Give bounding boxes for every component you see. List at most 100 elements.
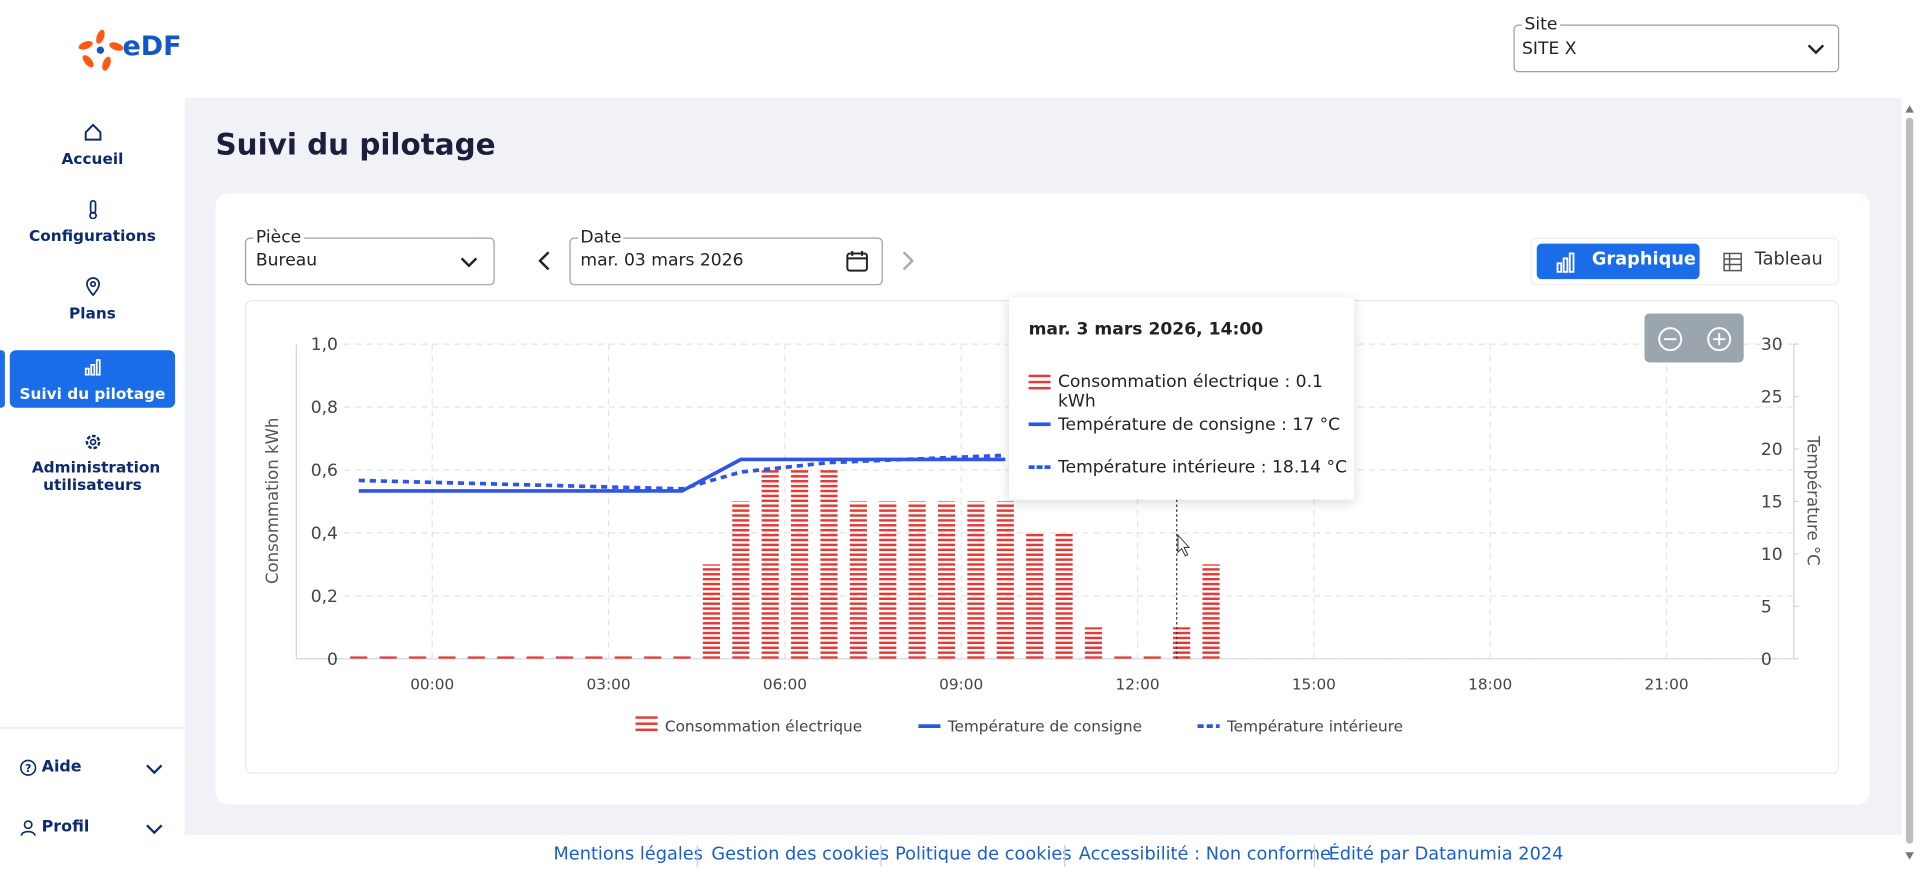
- next-day[interactable]: [899, 250, 916, 272]
- y2-tick-label: 30: [1761, 335, 1783, 355]
- view-graph-button[interactable]: Graphique: [1536, 243, 1700, 280]
- footer-separator: [1313, 844, 1316, 867]
- tooltip-line: Consommation électrique : 0.1 kWh: [1057, 372, 1323, 412]
- tooltip: mar. 3 mars 2026, 14:00 Consommation éle…: [1008, 297, 1355, 500]
- bar: [908, 501, 926, 659]
- tooltip-icon: [1028, 422, 1051, 427]
- nav-icon: [85, 434, 100, 450]
- bar: [555, 656, 574, 659]
- nav-icon: [84, 123, 101, 141]
- logo-mark: [78, 29, 124, 71]
- logo-text: eDF: [122, 31, 182, 63]
- legend-label: Température intérieure: [1226, 718, 1403, 736]
- footer-link[interactable]: Accessibilité : Non conforme: [1078, 844, 1331, 865]
- bar: [350, 656, 368, 659]
- nav-icon: [88, 199, 97, 220]
- footer-link[interactable]: Gestion des cookies: [711, 844, 889, 865]
- nav-profil[interactable]: Profil: [20, 818, 167, 840]
- legend-label: Température de consigne: [947, 718, 1142, 736]
- tooltip-icon: [1028, 465, 1051, 469]
- tooltip-icon: [1028, 374, 1051, 390]
- zoom-in[interactable]: [1706, 326, 1733, 353]
- y2-axis-label: Température °C: [1803, 435, 1822, 566]
- sidebar-separator: [0, 727, 185, 729]
- bar: [614, 656, 632, 659]
- x-tick-label: 06:00: [763, 675, 807, 693]
- x-tick-label: 12:00: [1116, 675, 1160, 693]
- user-icon: [20, 820, 36, 836]
- site-select[interactable]: Site SITE X: [1513, 14, 1840, 73]
- bar: [1143, 656, 1161, 659]
- table-icon: [1723, 252, 1742, 272]
- room-select[interactable]: Pièce Bureau: [244, 227, 495, 286]
- nav-item[interactable]: Administration utilisateurs: [10, 432, 175, 496]
- bar: [1084, 627, 1103, 659]
- bar: [408, 656, 427, 659]
- bar: [1114, 656, 1132, 659]
- y-tick-label: 0,4: [311, 524, 338, 544]
- footer-separator: [1064, 844, 1066, 867]
- bar: [849, 501, 867, 659]
- nav-label: Configurations: [29, 226, 156, 245]
- date-picker[interactable]: Date mar. 03 mars 2026: [569, 227, 883, 286]
- prev-day[interactable]: [536, 250, 553, 272]
- scrollbar-graphic: [1905, 105, 1914, 860]
- nav-label: Suivi du pilotage: [19, 384, 166, 403]
- bar: [967, 501, 985, 659]
- legend-swatch: [635, 728, 658, 732]
- bar: [673, 656, 691, 659]
- y2-tick-label: 5: [1761, 597, 1772, 617]
- tooltip-title: mar. 3 mars 2026, 14:00: [1028, 319, 1264, 340]
- footer-separator: [696, 844, 698, 867]
- active-indicator: [0, 350, 5, 408]
- y2-tick-label: 10: [1761, 545, 1783, 565]
- footer-link[interactable]: Mentions légales: [553, 844, 703, 865]
- x-tick-label: 03:00: [587, 675, 631, 693]
- logo[interactable]: eDF: [76, 27, 186, 71]
- chevron: [460, 257, 478, 268]
- legend-swatch: [635, 722, 658, 725]
- calendar-icon: [846, 251, 868, 272]
- bar: [467, 656, 485, 659]
- y-tick-label: 0,2: [311, 587, 338, 607]
- bar: [585, 656, 603, 659]
- zoom-out[interactable]: [1657, 326, 1684, 353]
- bar: [644, 656, 662, 659]
- nav-item[interactable]: Accueil: [10, 122, 175, 176]
- nav-aide[interactable]: ? Aide: [20, 758, 167, 780]
- y-axis-label: Consommation kWh: [263, 418, 282, 584]
- legend-label: Consommation électrique: [665, 718, 862, 736]
- nav-label: Plans: [69, 303, 116, 323]
- scrollbar[interactable]: [1904, 103, 1915, 862]
- y-tick-label: 0,8: [311, 398, 338, 418]
- nav-item[interactable]: Plans: [10, 277, 175, 331]
- line: [358, 453, 1006, 491]
- chart-icon: [1556, 252, 1575, 273]
- bar: [526, 656, 544, 659]
- bar: [761, 469, 779, 659]
- y2-tick-label: 20: [1761, 440, 1783, 460]
- y-tick-label: 0,6: [311, 461, 338, 481]
- nav-icon: [84, 359, 101, 376]
- x-tick-label: 21:00: [1644, 675, 1688, 693]
- footer-link[interactable]: Édité par Datanumia 2024: [1328, 844, 1564, 865]
- chevron: [146, 824, 163, 835]
- x-tick-label: 09:00: [939, 675, 983, 693]
- nav-label: Administration utilisateurs: [31, 457, 161, 494]
- legend-item: Température intérieure: [1197, 718, 1403, 736]
- tooltip-line: Température intérieure : 18.14 °C: [1057, 457, 1348, 478]
- bar: [996, 501, 1014, 659]
- nav-item[interactable]: Configurations: [10, 199, 175, 254]
- x-tick-label: 15:00: [1292, 675, 1336, 693]
- nav-label: Accueil: [61, 149, 124, 168]
- legend-item: Consommation électrique: [635, 716, 862, 736]
- chevron: [146, 764, 163, 775]
- footer-link[interactable]: Politique de cookies: [895, 844, 1072, 865]
- view-table-button[interactable]: Tableau: [1703, 244, 1835, 280]
- nav-item-active[interactable]: Suivi du pilotage: [9, 350, 176, 408]
- page-title: Suivi du pilotage: [215, 127, 496, 162]
- bar: [497, 656, 515, 659]
- legend-item: Température de consigne: [918, 718, 1142, 736]
